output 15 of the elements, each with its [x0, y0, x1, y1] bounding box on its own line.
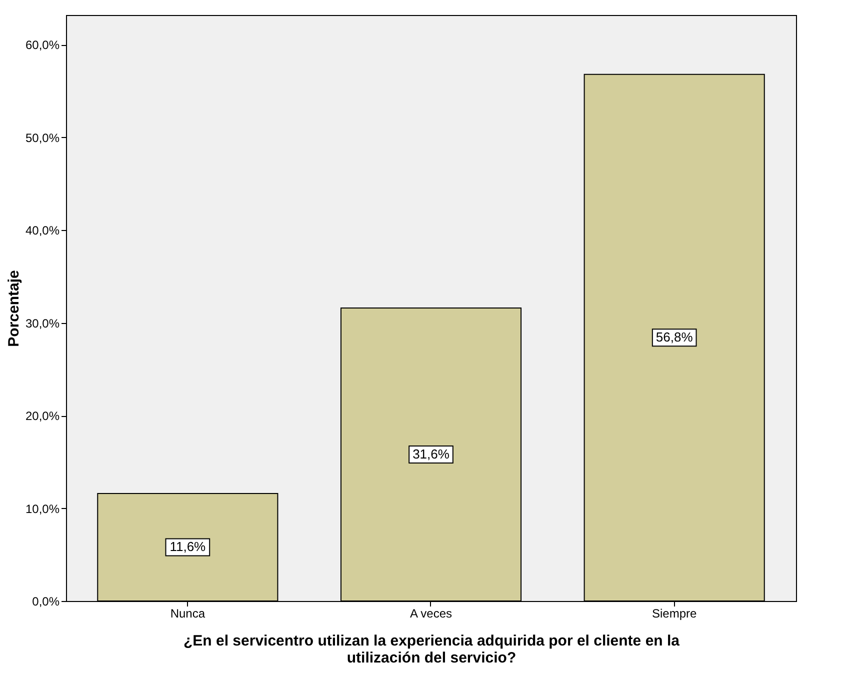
y-tick-label: 60,0%	[25, 38, 60, 52]
data-label: 56,8%	[656, 330, 694, 345]
data-label: 31,6%	[412, 446, 450, 462]
x-tick-label: A veces	[410, 606, 452, 620]
y-tick-label: 50,0%	[25, 130, 60, 145]
y-axis-title: Porcentaje	[5, 270, 22, 347]
x-axis-title: ¿En el servicentro utilizan la experiencia adquirida por el cliente en la utilización del servicio?	[184, 632, 680, 666]
y-tick-label: 30,0%	[25, 316, 60, 330]
data-label: 11,6%	[170, 539, 206, 554]
x-tick-label: Nunca	[170, 606, 206, 620]
y-tick-label: 10,0%	[25, 502, 60, 516]
y-tick-label: 0,0%	[32, 594, 60, 608]
x-tick-label: Siempre	[652, 606, 697, 620]
y-tick-label: 40,0%	[25, 224, 60, 238]
y-tick-label: 20,0%	[25, 409, 60, 424]
